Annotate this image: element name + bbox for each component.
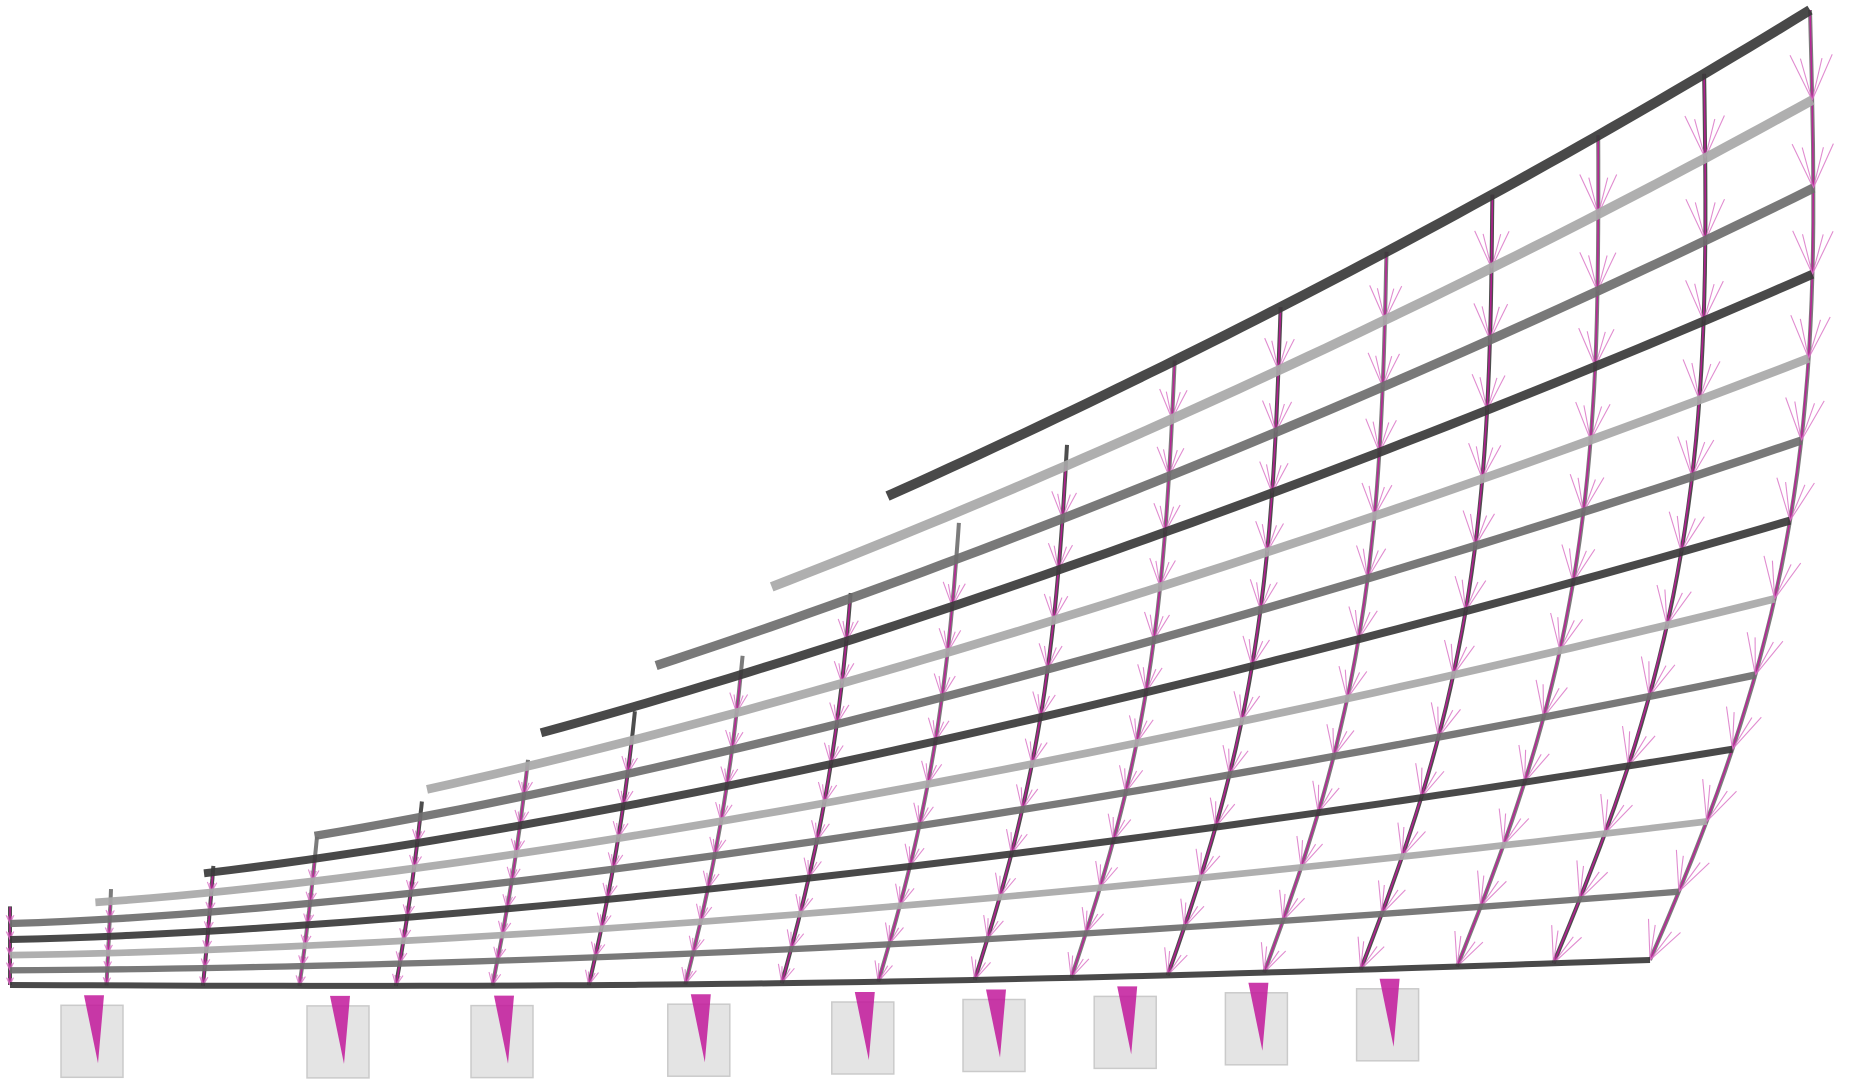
long-member-group (9, 5, 1816, 989)
footing-block-4 (667, 1003, 731, 1077)
long-member-12 (769, 95, 1815, 592)
long-member-4 (9, 745, 1733, 943)
support-plate-2 (330, 995, 350, 1064)
long-member-13 (885, 5, 1813, 501)
long-member-9 (426, 354, 1811, 794)
support-plate-5 (854, 992, 875, 1060)
load-path-column-15 (1357, 194, 1510, 971)
footing-block-5 (831, 1001, 895, 1075)
load-path-column-9 (777, 598, 859, 984)
support-plate-group (84, 978, 1400, 1064)
load-path-column-16 (1454, 135, 1618, 967)
long-member-3 (9, 818, 1708, 959)
footing-group (60, 988, 1420, 1079)
long-member-10 (539, 270, 1815, 738)
long-member-11 (654, 183, 1816, 671)
load-path-column-13 (1164, 307, 1295, 976)
support-plate-4 (690, 994, 711, 1063)
footing-block-9 (1355, 988, 1420, 1062)
long-member-8 (313, 436, 1803, 840)
long-member-7 (203, 516, 1792, 878)
support-plate-9 (1379, 978, 1400, 1047)
support-plate-8 (1248, 982, 1269, 1051)
load-path-column-14 (1260, 251, 1403, 973)
long-member-2 (9, 888, 1680, 974)
long-member-1 (9, 957, 1651, 989)
support-plate-3 (494, 995, 514, 1064)
load-path-column-18 (1647, 9, 1834, 961)
load-path-column-11 (970, 465, 1077, 981)
long-member-5 (9, 671, 1757, 928)
long-member-6 (95, 595, 1776, 907)
support-plate-1 (84, 995, 104, 1064)
support-plate-7 (1117, 986, 1138, 1055)
support-plate-6 (986, 989, 1006, 1058)
